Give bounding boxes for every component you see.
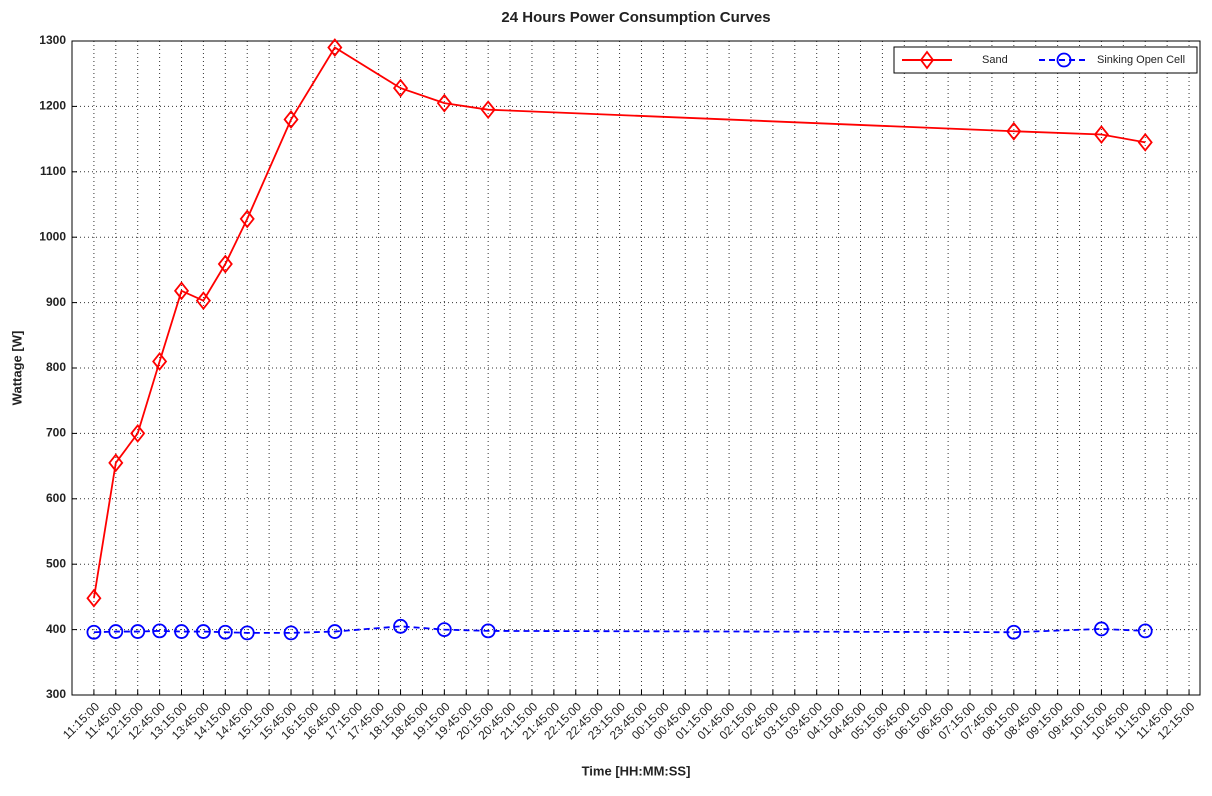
y-tick-label: 500 [46,556,66,570]
legend-marker [919,50,935,70]
data-point [1137,623,1153,639]
y-tick-label: 400 [46,622,66,636]
data-point [327,38,343,57]
y-tick-label: 1100 [40,164,66,178]
data-point [480,623,496,639]
data-point [217,624,233,640]
data-point [195,291,211,311]
legend-label: Sand [982,54,1008,66]
y-tick-label: 1300 [39,33,66,47]
y-tick-label: 300 [46,687,66,701]
y-tick-label: 900 [46,295,66,309]
data-point [393,618,408,634]
data-point [108,453,124,473]
data-point [392,78,409,98]
data-point [196,624,211,639]
data-point [152,352,168,371]
data-point [239,625,255,641]
data-point [174,624,189,639]
y-axis-label: Wattage [W] [9,331,24,406]
x-axis-label: Time [HH:MM:SS] [582,763,691,778]
data-point [283,625,299,641]
data-point [108,624,124,639]
series-line [93,46,1146,599]
data-point [1137,132,1153,152]
y-tick-label: 600 [46,491,66,505]
data-point [1006,121,1022,141]
y-tick-label: 1200 [39,99,66,113]
data-point [86,624,102,640]
data-point [283,110,299,129]
y-tick-label: 800 [46,360,66,374]
data-point [1006,624,1022,640]
data-point [436,93,452,113]
data-point [217,254,233,274]
data-point [86,588,102,608]
data-point [1093,125,1109,144]
data-point [327,624,343,639]
data-point [130,423,146,443]
chart-title: 24 Hours Power Consumption Curves [501,9,770,26]
y-tick-label: 1000 [39,229,66,243]
data-point [152,623,168,639]
legend-marker [1056,52,1072,68]
legend-label: Sinking Open Cell [1097,54,1185,66]
data-point [480,100,496,120]
data-point [239,209,255,229]
y-tick-label: 700 [46,426,66,440]
legend: Sand Sinking Open Cell [893,46,1198,74]
data-point [436,622,452,637]
data-point [1094,621,1109,637]
series-line [93,625,1146,634]
data-point [173,281,190,301]
data-point [130,624,146,639]
plot-frame [71,40,1201,696]
